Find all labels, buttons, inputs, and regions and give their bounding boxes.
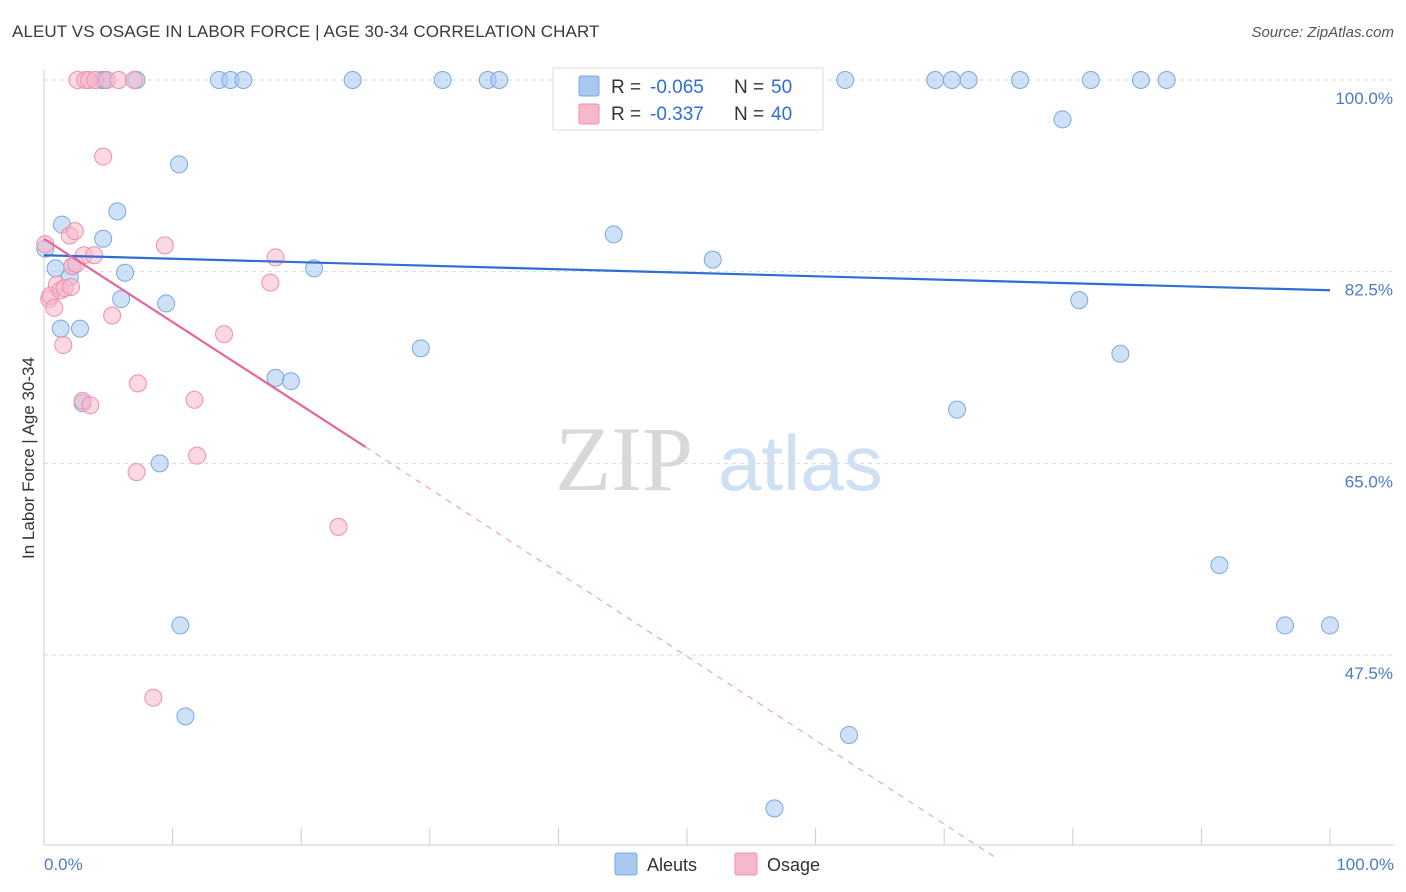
point-aleuts-17 xyxy=(170,155,189,174)
watermark-atlas: atlas xyxy=(718,419,883,507)
point-aleuts-13 xyxy=(116,263,135,282)
y-tick-label-3: 47.5% xyxy=(1345,664,1393,683)
point-osage-27 xyxy=(128,374,147,393)
grid-lines xyxy=(44,79,1394,656)
point-osage-9 xyxy=(62,278,81,296)
x-tick-label-right: 100.0% xyxy=(1336,855,1394,874)
point-osage-6 xyxy=(54,336,73,355)
legend-n-value-2: 40 xyxy=(771,104,792,125)
point-osage-35 xyxy=(329,517,348,536)
watermark: ZIP atlas xyxy=(555,408,883,510)
point-aleuts-12 xyxy=(112,290,131,309)
point-aleuts-47 xyxy=(1157,71,1176,89)
legend-n-label-1: N = xyxy=(734,77,764,98)
legend-swatch-aleuts xyxy=(578,75,600,97)
point-aleuts-9 xyxy=(94,229,113,248)
point-aleuts-35 xyxy=(836,71,855,89)
point-osage-26 xyxy=(127,463,146,482)
point-aleuts-26 xyxy=(343,71,362,89)
bottom-legend-swatch-osage xyxy=(734,852,758,876)
point-osage-28 xyxy=(144,688,163,707)
point-aleuts-11 xyxy=(108,202,127,221)
point-aleuts-45 xyxy=(1111,344,1130,363)
point-osage-21 xyxy=(94,147,113,166)
point-osage-3 xyxy=(45,298,64,317)
point-osage-19 xyxy=(85,246,104,265)
point-osage-24 xyxy=(109,71,128,89)
point-aleuts-22 xyxy=(234,71,253,89)
point-aleuts-2 xyxy=(51,319,70,338)
point-aleuts-39 xyxy=(948,400,967,419)
point-aleuts-34 xyxy=(765,799,784,818)
point-aleuts-18 xyxy=(171,616,190,635)
legend-n-label-2: N = xyxy=(734,104,764,125)
point-aleuts-42 xyxy=(1053,110,1072,129)
point-aleuts-28 xyxy=(433,71,452,89)
point-aleuts-6 xyxy=(71,319,90,338)
trend-line-osage xyxy=(43,237,367,448)
trend-line-aleuts xyxy=(43,254,1331,292)
x-tick-label-left: 0.0% xyxy=(44,855,83,874)
legend-r-value-2: -0.337 xyxy=(650,104,704,125)
point-aleuts-31 xyxy=(604,225,623,244)
point-osage-18 xyxy=(81,396,100,415)
y-tick-label-0: 100.0% xyxy=(1335,89,1393,108)
point-osage-32 xyxy=(215,325,234,344)
point-osage-11 xyxy=(65,222,84,241)
point-aleuts-38 xyxy=(942,71,961,89)
point-aleuts-16 xyxy=(157,294,176,313)
point-aleuts-33 xyxy=(703,250,722,269)
point-aleuts-41 xyxy=(1011,71,1030,89)
point-aleuts-40 xyxy=(959,71,978,89)
legend-r-label-1: R = xyxy=(611,77,641,98)
legend-r-label-2: R = xyxy=(611,104,641,125)
chart-source: Source: ZipAtlas.com xyxy=(1251,24,1394,41)
y-axis-title: In Labor Force | Age 30-34 xyxy=(19,357,38,559)
y-tick-labels: 100.0% 82.5% 65.0% 47.5% xyxy=(1335,89,1393,683)
bottom-legend-label-osage: Osage xyxy=(767,855,820,875)
legend-swatch-osage xyxy=(578,103,600,125)
point-aleuts-30 xyxy=(490,71,509,89)
legend-n-value-1: 50 xyxy=(771,77,792,98)
point-aleuts-24 xyxy=(281,372,300,391)
chart-title: ALEUT VS OSAGE IN LABOR FORCE | AGE 30-3… xyxy=(12,22,600,41)
y-tick-label-1: 82.5% xyxy=(1345,281,1393,300)
watermark-zip: ZIP xyxy=(555,408,693,510)
trend-lines xyxy=(43,237,1331,859)
bottom-legend-swatch-aleuts xyxy=(614,852,638,876)
point-aleuts-25 xyxy=(305,259,324,278)
point-aleuts-50 xyxy=(1321,616,1339,635)
point-aleuts-43 xyxy=(1070,291,1089,310)
point-aleuts-49 xyxy=(1275,616,1294,635)
x-ticks xyxy=(43,828,1331,845)
trend-line-extension-osage xyxy=(365,446,996,859)
point-osage-25 xyxy=(125,71,144,89)
point-aleuts-37 xyxy=(926,71,945,89)
point-aleuts-46 xyxy=(1131,71,1150,89)
legend-r-value-1: -0.065 xyxy=(650,77,704,98)
point-osage-33 xyxy=(261,273,280,292)
point-osage-29 xyxy=(155,236,174,255)
point-osage-23 xyxy=(103,306,122,325)
point-aleuts-27 xyxy=(411,339,430,358)
point-aleuts-19 xyxy=(176,707,195,726)
point-osage-30 xyxy=(185,390,204,409)
point-aleuts-44 xyxy=(1081,71,1100,89)
bottom-legend-label-aleuts: Aleuts xyxy=(647,855,697,875)
legend: R = -0.065 N = 50 R = -0.337 N = 40 xyxy=(552,67,824,131)
bottom-legend: Aleuts Osage xyxy=(614,852,820,876)
data-points xyxy=(36,71,1339,818)
point-osage-34 xyxy=(266,248,285,267)
point-aleuts-36 xyxy=(840,725,859,744)
point-osage-31 xyxy=(188,446,207,465)
y-tick-label-2: 65.0% xyxy=(1345,472,1393,491)
point-aleuts-15 xyxy=(150,454,169,473)
point-aleuts-48 xyxy=(1210,556,1229,575)
